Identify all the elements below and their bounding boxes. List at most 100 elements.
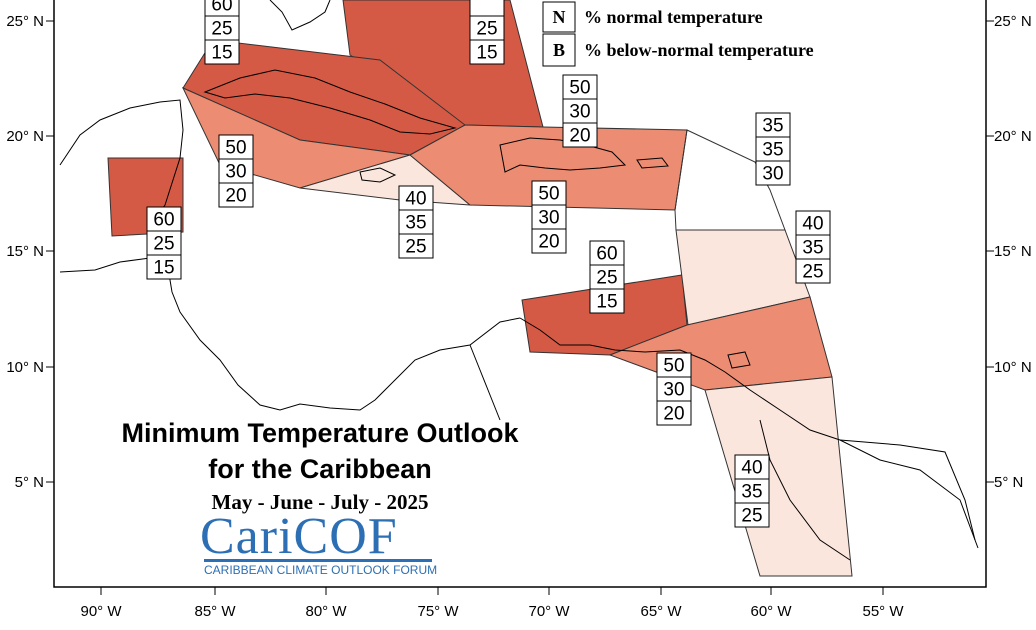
outlook-box: 40 35 25	[734, 454, 770, 528]
central-america-coast	[59, 257, 521, 411]
outlook-value: 25	[153, 234, 174, 255]
lon-label: 65° W	[640, 603, 682, 620]
outlook-box-cell	[656, 376, 692, 402]
outlook-box: 35 35 30	[755, 112, 791, 186]
outlook-value: 30	[225, 162, 246, 183]
outlook-box-cell	[734, 502, 770, 528]
caricof-logo: CariCOF	[200, 510, 398, 564]
outlook-value: 15	[476, 43, 497, 64]
outlook-value: 20	[663, 404, 684, 425]
logo-underline	[204, 559, 432, 562]
guiana-interior	[759, 419, 851, 561]
outlook-value: 50	[569, 78, 590, 99]
outlook-value: 60	[596, 244, 617, 265]
legend-key-n: N	[553, 7, 566, 27]
outlook-box: 40 35 25	[795, 210, 831, 284]
outlook-value: 60	[153, 210, 174, 231]
outlook-value: 35	[762, 116, 783, 137]
outlook-value: 20	[569, 126, 590, 147]
yucatan-coast	[59, 99, 184, 226]
outlook-value: 30	[569, 102, 590, 123]
outlook-box: 60 25 15	[589, 240, 625, 314]
outlook-box-cell	[734, 478, 770, 504]
outlook-value: 15	[596, 292, 617, 313]
outlook-box-cell	[398, 209, 434, 235]
legend-key-box-n	[542, 1, 576, 33]
outlook-box: 50 30 20	[656, 352, 692, 426]
legend-key-box-b	[542, 33, 576, 67]
outlook-box: 60 25 15	[204, 0, 240, 65]
outlook-value: 25	[802, 262, 823, 283]
outlook-box-cell	[656, 352, 692, 378]
outlook-box: 60 25 15	[146, 206, 182, 280]
outlook-value: 60	[211, 0, 232, 16]
map-title-line2: for the Caribbean	[208, 454, 432, 484]
lat-label-left: 5° N	[15, 474, 44, 491]
outlook-box-cell	[734, 454, 770, 480]
outlook-box-cell	[146, 254, 182, 280]
outlook-value: 35	[405, 213, 426, 234]
legend: N % normal temperature B % below-normal …	[542, 1, 814, 67]
outlook-box-cell	[531, 228, 567, 254]
florida-coast	[269, 0, 331, 31]
trinidad-coast	[727, 351, 751, 369]
outlook-value: 50	[538, 184, 559, 205]
legend-label-n: % normal temperature	[584, 7, 763, 27]
legend-label-b: % below-normal temperature	[584, 40, 814, 60]
lat-label-left: 15° N	[6, 243, 44, 260]
outlook-box-cell	[204, 39, 240, 65]
outlook-box-cell	[146, 206, 182, 232]
south-america-coast	[519, 317, 979, 549]
lat-label-left: 25° N	[6, 13, 44, 30]
outlook-value: 25	[211, 19, 232, 40]
outlook-value: 35	[802, 238, 823, 259]
outlook-box: 50 30 20	[531, 180, 567, 254]
outlook-value: 25	[476, 19, 497, 40]
lat-label-left: 20° N	[6, 128, 44, 145]
lon-label: 85° W	[194, 603, 236, 620]
lat-label-right: 10° N	[994, 359, 1032, 376]
outlook-value: 35	[741, 482, 762, 503]
outlook-value: 50	[225, 138, 246, 159]
outlook-boxes: 6025152515503020602515403525503020503020…	[146, 0, 831, 528]
lat-label-right: 25° N	[994, 13, 1032, 30]
outlook-box-cell	[755, 160, 791, 186]
outlook-box-cell	[755, 112, 791, 138]
outlook-box-cell	[398, 185, 434, 211]
outlook-box: 40 35 25	[398, 185, 434, 259]
brazil-border	[839, 439, 976, 541]
outlook-value: 35	[762, 140, 783, 161]
logo-tagline: CARIBBEAN CLIMATE OUTLOOK FORUM	[204, 563, 438, 577]
outlook-box-cell	[589, 240, 625, 266]
jamaica-coast	[359, 167, 397, 183]
lat-label-right: 15° N	[994, 243, 1032, 260]
lon-label: 80° W	[305, 603, 347, 620]
lon-label: 75° W	[417, 603, 459, 620]
map-frame	[53, 0, 987, 588]
outlook-value: 50	[663, 356, 684, 377]
logo-word: CariCOF	[200, 508, 398, 565]
outlook-box-cell	[589, 288, 625, 314]
outlook-value: 25	[741, 506, 762, 527]
outlook-box: 50 30 20	[218, 134, 254, 208]
outlook-value: 25	[596, 268, 617, 289]
puerto-rico-coast	[636, 157, 669, 169]
outlook-value: 20	[538, 232, 559, 253]
axis-ticks: 25° N 20° N 15° N 10° N 5° N 25° N 20° N 15° N…	[6, 13, 1031, 620]
outlook-value: 40	[741, 458, 762, 479]
lat-label-right: 5° N	[994, 474, 1023, 491]
outlook-box-cell	[531, 180, 567, 206]
hispaniola-coast	[499, 137, 627, 173]
outlook-box-cell	[218, 158, 254, 184]
outlook-value: 40	[802, 214, 823, 235]
outlook-box-cell	[469, 39, 505, 65]
outlook-box: 50 30 20	[562, 74, 598, 148]
outlook-value: 30	[762, 164, 783, 185]
map-subtitle: May - June - July - 2025	[211, 490, 429, 514]
outlook-box-cell	[562, 122, 598, 148]
zone-leeward-outline	[674, 129, 786, 231]
outlook-value: 30	[538, 208, 559, 229]
outlook-box-cell	[656, 400, 692, 426]
